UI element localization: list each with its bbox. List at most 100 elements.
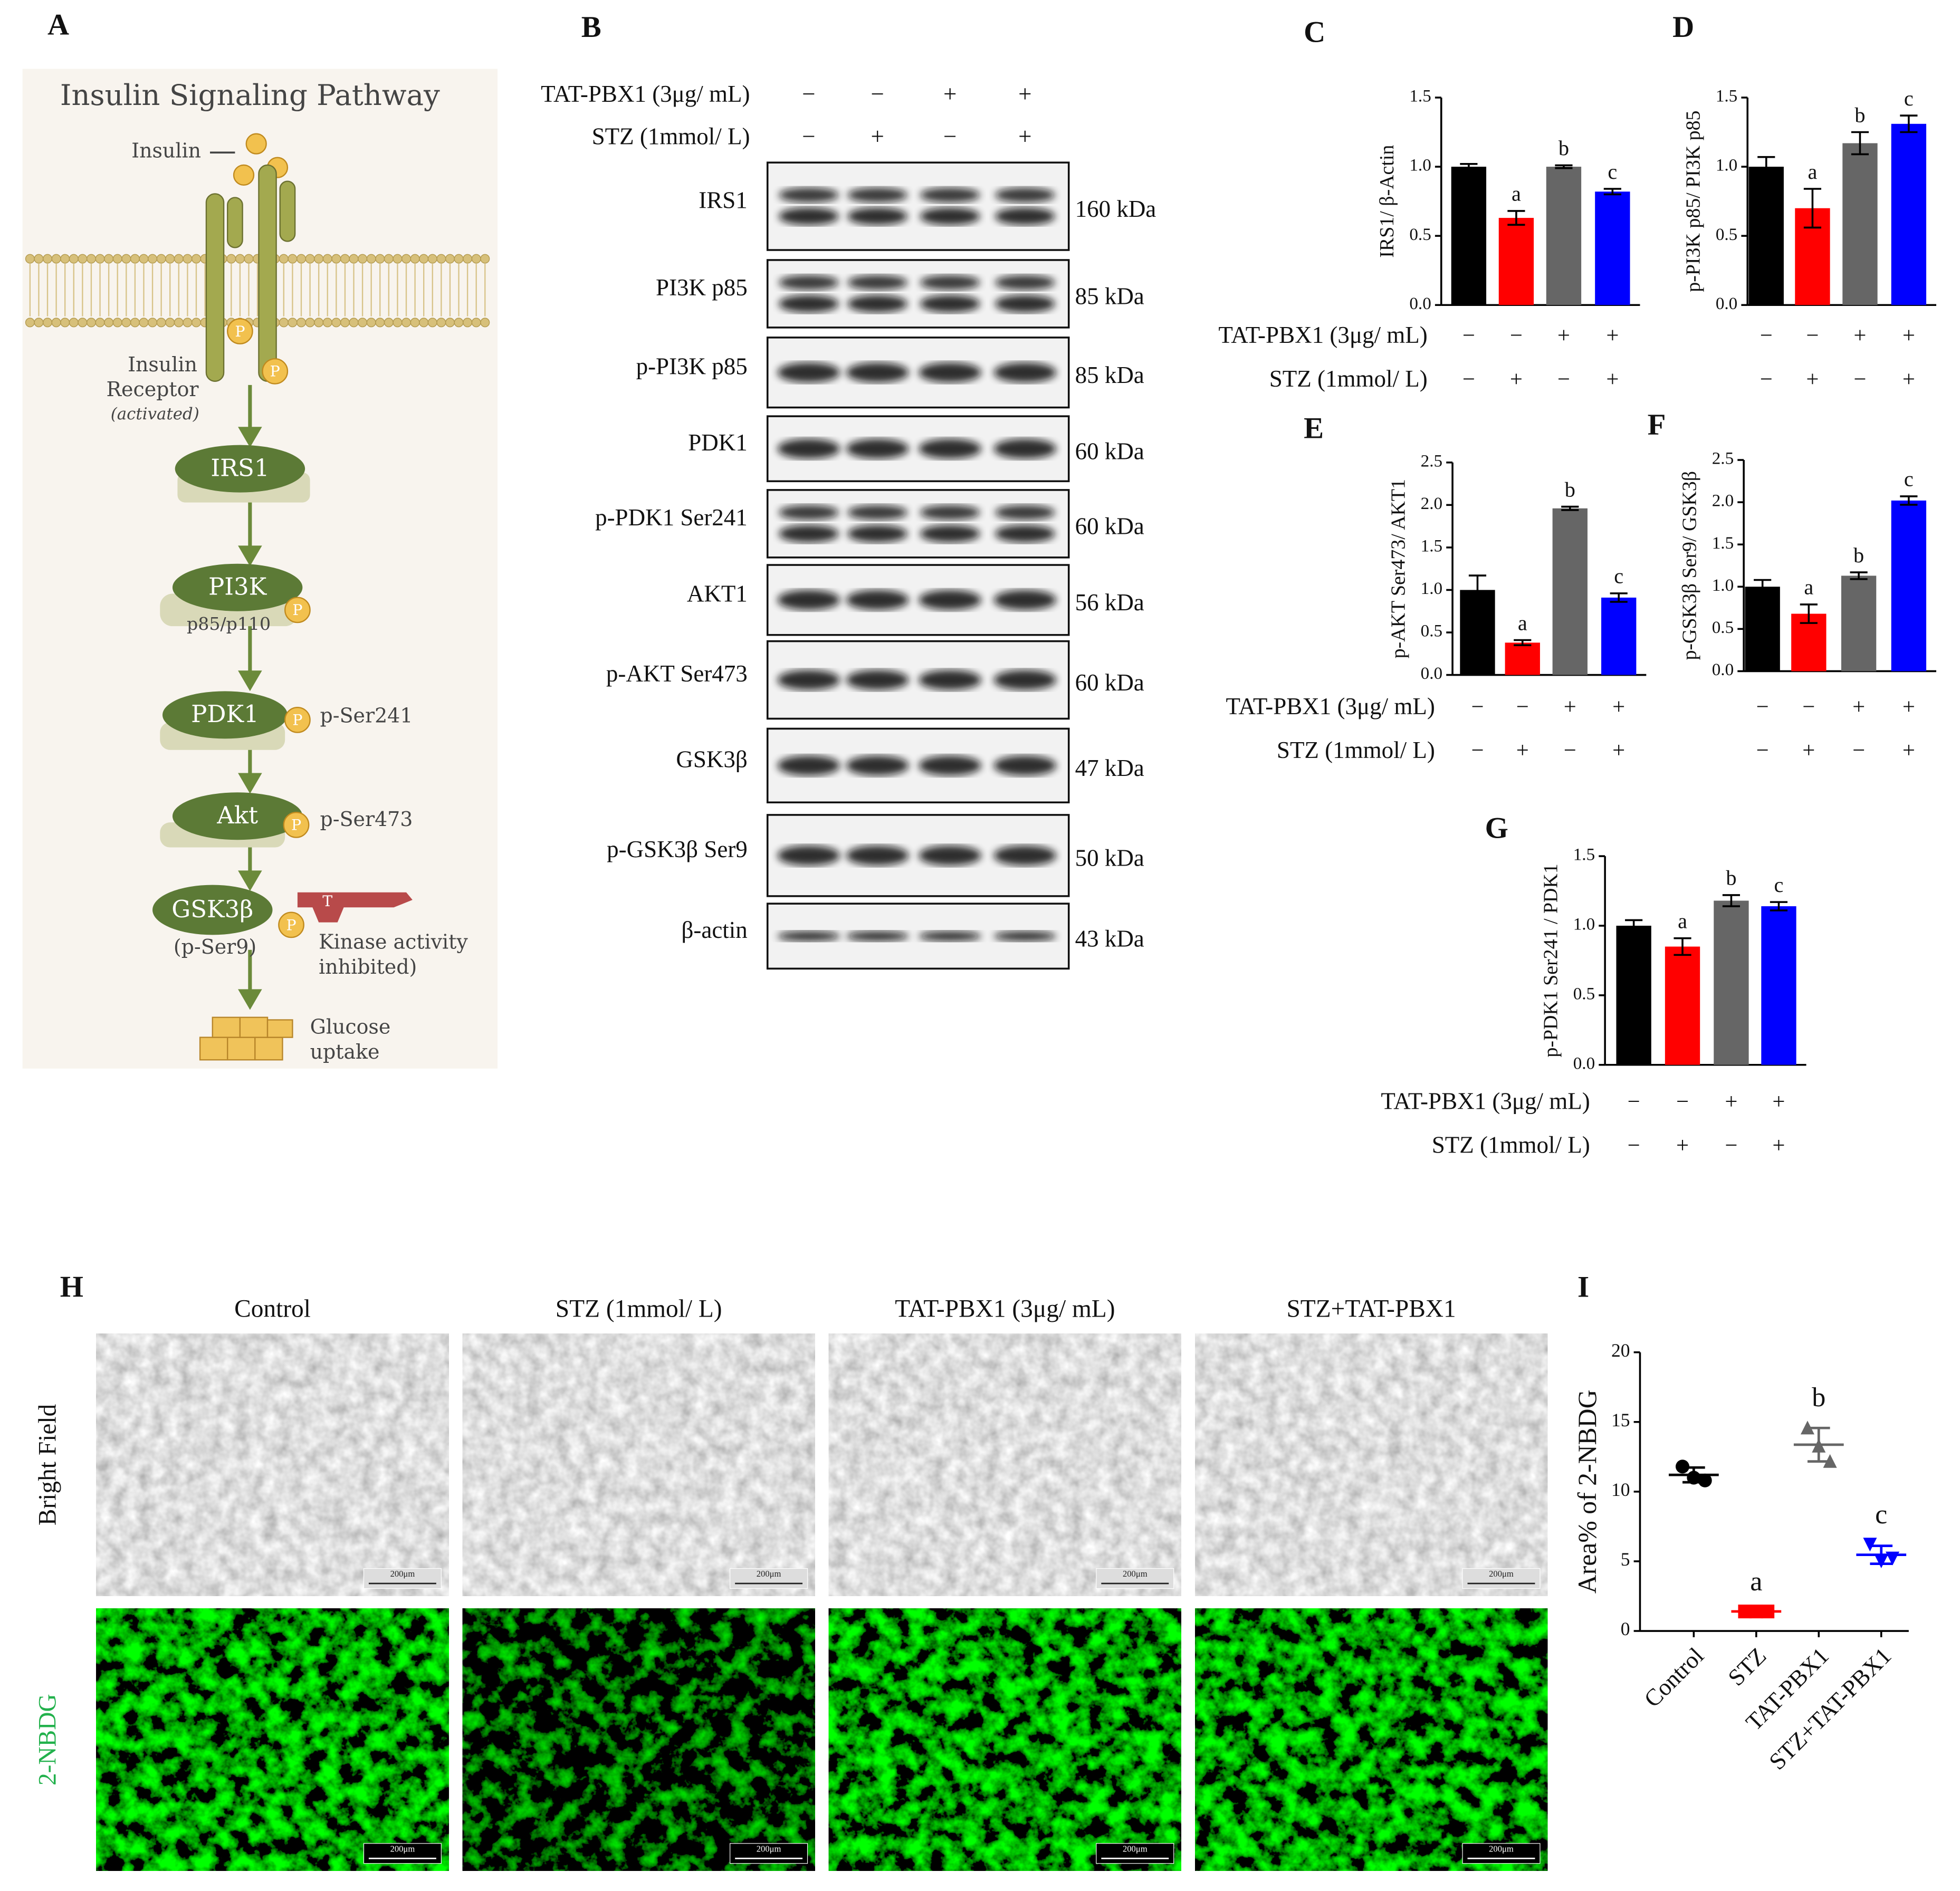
condition-sign: − xyxy=(1806,323,1819,348)
panel-label: B xyxy=(581,11,601,44)
lipid-head xyxy=(156,318,166,328)
point xyxy=(1687,1471,1701,1485)
error-bar xyxy=(1800,603,1818,624)
y-tick-label: 2.5 xyxy=(1712,449,1734,468)
blot-band xyxy=(993,755,1057,776)
gsk3b-label: GSK3β xyxy=(171,895,253,923)
y-tick-label: 1.0 xyxy=(1712,575,1734,595)
y-tick-label: 0.0 xyxy=(1712,660,1734,679)
lipid-head xyxy=(34,318,44,328)
blot-band xyxy=(920,505,980,520)
y-axis-title: p-PI3K p85/ PI3K p85 xyxy=(1682,111,1704,292)
row-label: Bright Field xyxy=(34,1404,62,1525)
y-tick-label: 1.0 xyxy=(1409,156,1431,175)
lipid-head xyxy=(427,254,437,264)
blot-band xyxy=(995,187,1055,203)
lipid-head xyxy=(358,318,368,328)
blot-band xyxy=(920,295,980,313)
blot-band xyxy=(777,755,840,776)
y-tick-label: 0.0 xyxy=(1409,294,1431,313)
blot-kda: 85 kDa xyxy=(1075,362,1144,388)
lipid-head xyxy=(471,254,481,264)
error-bar xyxy=(1507,210,1525,226)
lipid-head xyxy=(322,318,332,328)
y-axis-title: p-PDK1 Ser241 / PDK1 xyxy=(1540,863,1562,1057)
scale-bar-label: 200μm xyxy=(390,1844,415,1854)
insulin-molecule xyxy=(233,164,255,186)
lipid-head xyxy=(69,254,79,264)
point xyxy=(1761,1605,1775,1619)
condition-sign: − xyxy=(943,123,957,149)
bar xyxy=(1595,191,1630,305)
lipid-head xyxy=(104,318,114,328)
lipid-head xyxy=(86,254,96,264)
blot-band xyxy=(777,362,840,383)
lipid-head xyxy=(139,318,149,328)
blot-band xyxy=(846,670,909,690)
arrows xyxy=(238,385,262,1010)
condition-label: TAT-PBX1 (3μg/ mL) xyxy=(1218,322,1427,348)
lipid-head xyxy=(445,318,455,328)
lipid-head xyxy=(86,318,96,328)
condition-sign: + xyxy=(1802,738,1815,763)
blot-box xyxy=(766,489,1070,559)
lipid-head xyxy=(366,318,376,328)
condition-sign: − xyxy=(1852,738,1865,763)
error-bar xyxy=(1722,894,1741,907)
bar xyxy=(1601,597,1637,675)
error-bar xyxy=(1900,114,1918,133)
y-tick-label: 0.5 xyxy=(1409,225,1431,244)
lipid-head xyxy=(340,254,350,264)
lipid-head xyxy=(445,254,455,264)
y-tick-label: 0.5 xyxy=(1573,984,1595,1003)
blot-band xyxy=(777,931,840,942)
condition-sign: + xyxy=(1902,694,1915,719)
condition-sign: + xyxy=(1510,367,1523,392)
blot-band xyxy=(919,931,981,942)
lipid-head xyxy=(410,254,420,264)
condition-sign: − xyxy=(802,81,815,107)
condition-sign: + xyxy=(1516,738,1529,763)
lipid-head xyxy=(130,254,140,264)
lipid-head xyxy=(471,318,481,328)
condition-sign: + xyxy=(1902,367,1915,392)
lipid-head xyxy=(183,254,193,264)
condition-label: STZ (1mmol/ L) xyxy=(1432,1131,1590,1158)
phospho xyxy=(284,706,311,733)
receptor xyxy=(205,193,225,382)
lipid-head xyxy=(288,254,298,264)
lipid-head xyxy=(427,318,437,328)
lipid-head xyxy=(60,318,70,328)
lipid-head xyxy=(296,318,306,328)
lipid-head xyxy=(51,254,61,264)
condition-sign: − xyxy=(1462,367,1475,392)
phospho-label: P xyxy=(292,601,302,619)
bar xyxy=(1748,167,1784,305)
scale-bar-label: 200μm xyxy=(1489,1569,1514,1579)
condition-label: STZ (1mmol/ L) xyxy=(1277,737,1435,763)
receptor-label: Insulin xyxy=(128,353,197,376)
lipid-head xyxy=(384,318,394,328)
receptor-state: (activated) xyxy=(111,405,199,424)
blot-band xyxy=(920,525,980,543)
lipid-head xyxy=(95,254,105,264)
point xyxy=(1823,1454,1837,1468)
lipid-head xyxy=(60,254,70,264)
pathway-diagram: Insulin Signaling Pathway Insulin P P In… xyxy=(22,69,498,1069)
lipid-head xyxy=(349,254,359,264)
lipid-head xyxy=(130,318,140,328)
blot-band xyxy=(995,207,1055,225)
condition-sign: + xyxy=(1606,323,1619,348)
blot-band xyxy=(846,755,909,776)
row-label: 2-NBDG xyxy=(34,1694,62,1786)
significance-letter: c xyxy=(1904,467,1914,491)
glucose-label: uptake xyxy=(310,1040,380,1063)
bar xyxy=(1552,508,1588,675)
point xyxy=(1886,1551,1900,1566)
condition-sign: + xyxy=(1902,323,1915,348)
condition-sign: − xyxy=(1516,694,1529,719)
blot-band xyxy=(995,505,1055,520)
lipid-head xyxy=(454,254,464,264)
y-tick-label: 0.5 xyxy=(1716,225,1737,244)
blot-kda: 85 kDa xyxy=(1075,283,1144,310)
